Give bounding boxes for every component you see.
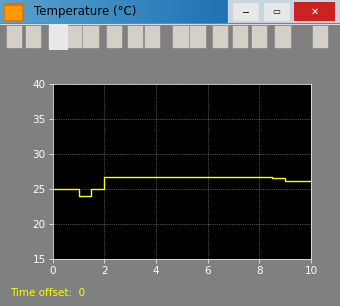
Bar: [7, 26, 22, 48]
Bar: [264, 3, 289, 20]
Bar: [49, 24, 67, 49]
Bar: [233, 3, 258, 20]
Bar: [190, 26, 206, 48]
Bar: [107, 26, 122, 48]
Bar: [5, 6, 21, 19]
Bar: [233, 26, 248, 48]
Bar: [83, 26, 99, 48]
Text: Temperature (°C): Temperature (°C): [34, 5, 136, 18]
Bar: [252, 26, 267, 48]
Bar: [128, 26, 143, 48]
Text: Time offset:  0: Time offset: 0: [10, 288, 85, 298]
Bar: [144, 26, 160, 48]
Text: ─: ─: [242, 8, 249, 18]
Bar: [228, 0, 340, 23]
Text: ✕: ✕: [310, 6, 319, 17]
Bar: [212, 26, 228, 48]
Bar: [26, 26, 41, 48]
Text: ▭: ▭: [272, 7, 280, 16]
Bar: [275, 26, 291, 48]
Bar: [49, 26, 65, 48]
Bar: [313, 26, 328, 48]
Bar: [173, 26, 189, 48]
Bar: [294, 2, 335, 21]
Bar: [4, 3, 23, 20]
Bar: [66, 26, 82, 48]
